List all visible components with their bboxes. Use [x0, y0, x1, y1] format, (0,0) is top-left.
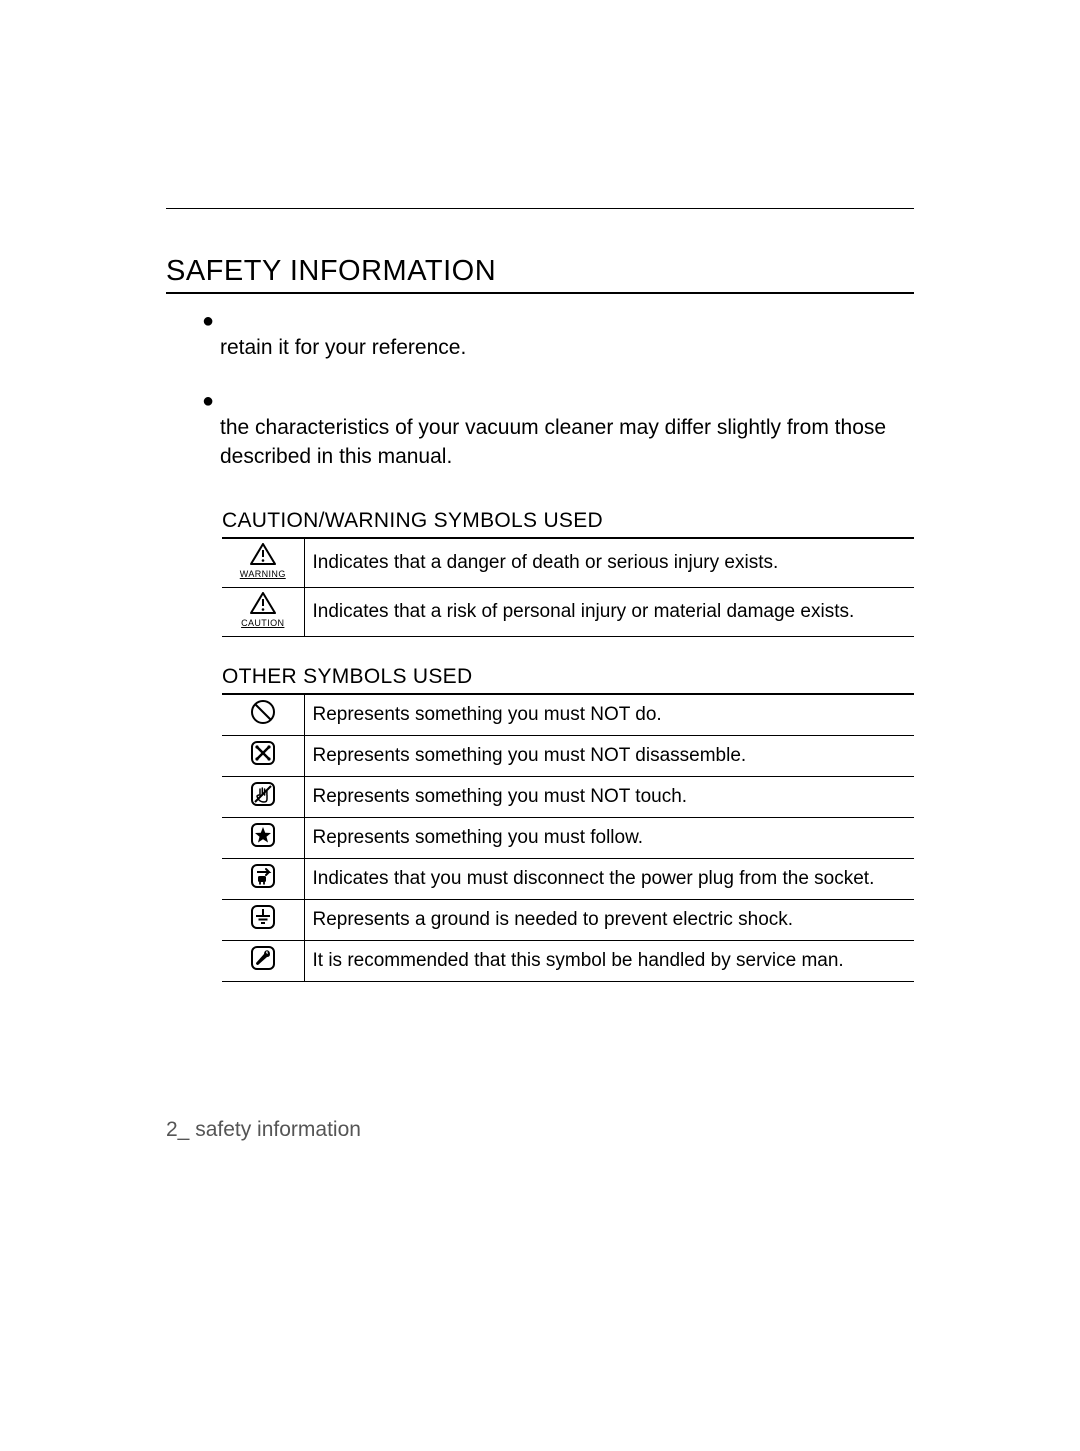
table-row: It is recommended that this symbol be ha… [222, 941, 914, 982]
icon-cell: WARNING [222, 539, 304, 588]
bullet-text: retain it for your reference. [220, 308, 914, 362]
page-content: SAFETY INFORMATION ● retain it for your … [166, 208, 914, 1010]
table-row: Indicates that you must disconnect the p… [222, 859, 914, 900]
table-row: CAUTION Indicates that a risk of persona… [222, 588, 914, 637]
symbol-description: Represents something you must NOT do. [304, 695, 914, 736]
table-row: Represents something you must follow. [222, 818, 914, 859]
caution-icon: CAUTION [241, 592, 284, 628]
section-heading: OTHER SYMBOLS USED [222, 665, 914, 695]
symbol-description: Indicates that a danger of death or seri… [304, 539, 914, 588]
table-row: Represents something you must NOT do. [222, 695, 914, 736]
caution-label: CAUTION [241, 619, 284, 628]
icon-cell [222, 900, 304, 941]
page-title: SAFETY INFORMATION [166, 255, 914, 294]
no-touch-icon [250, 781, 276, 813]
page-footer: 2_ safety information [166, 1118, 361, 1142]
icon-cell [222, 736, 304, 777]
symbol-description: Represents something you must NOT touch. [304, 777, 914, 818]
warning-section: CAUTION/WARNING SYMBOLS USED WARNING Ind… [222, 509, 914, 637]
symbol-description: Represents something you must follow. [304, 818, 914, 859]
icon-cell [222, 818, 304, 859]
top-rule [166, 208, 914, 209]
symbol-description: Represents something you must NOT disass… [304, 736, 914, 777]
ground-icon [250, 904, 276, 936]
bullet-item: ● retain it for your reference. [220, 308, 914, 362]
bullet-text: the characteristics of your vacuum clean… [220, 388, 914, 471]
icon-cell [222, 777, 304, 818]
symbol-description: It is recommended that this symbol be ha… [304, 941, 914, 982]
table-row: WARNING Indicates that a danger of death… [222, 539, 914, 588]
warning-table: WARNING Indicates that a danger of death… [222, 539, 914, 637]
icon-cell [222, 695, 304, 736]
symbol-description: Represents a ground is needed to prevent… [304, 900, 914, 941]
icon-cell: CAUTION [222, 588, 304, 637]
other-symbols-table: Represents something you must NOT do. [222, 695, 914, 982]
bullet-item: ● the characteristics of your vacuum cle… [220, 388, 914, 471]
star-icon [250, 822, 276, 854]
icon-cell [222, 859, 304, 900]
table-row: Represents a ground is needed to prevent… [222, 900, 914, 941]
section-heading: CAUTION/WARNING SYMBOLS USED [222, 509, 914, 539]
prohibit-icon [250, 699, 276, 731]
bullet-dot-icon: ● [202, 388, 214, 415]
unplug-icon [250, 863, 276, 895]
table-row: Represents something you must NOT disass… [222, 736, 914, 777]
warning-label: WARNING [240, 570, 286, 579]
other-symbols-section: OTHER SYMBOLS USED Represents something … [222, 665, 914, 982]
symbol-description: Indicates that you must disconnect the p… [304, 859, 914, 900]
bullet-dot-icon: ● [202, 308, 214, 335]
bullet-list: ● retain it for your reference. ● the ch… [220, 308, 914, 471]
icon-cell [222, 941, 304, 982]
service-icon [250, 945, 276, 977]
symbol-description: Indicates that a risk of personal injury… [304, 588, 914, 637]
table-row: Represents something you must NOT touch. [222, 777, 914, 818]
warning-icon: WARNING [240, 543, 286, 579]
disassemble-icon [250, 740, 276, 772]
